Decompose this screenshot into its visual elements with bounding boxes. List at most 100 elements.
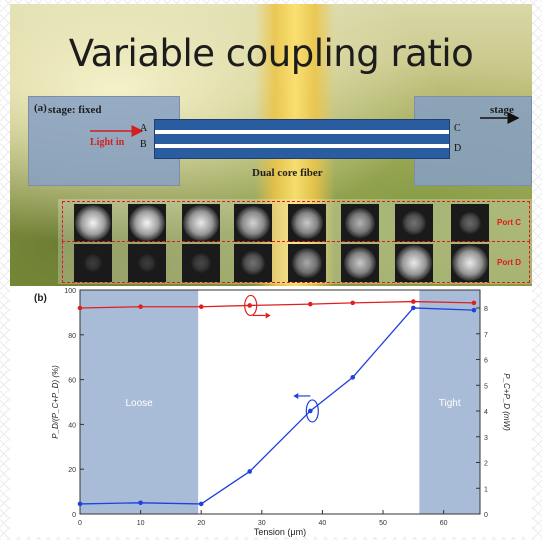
light-spot bbox=[241, 251, 265, 275]
series-line-1 bbox=[79, 300, 474, 309]
series-2-point bbox=[138, 500, 143, 506]
panel-a-label: (a) bbox=[34, 102, 47, 114]
port-c-spot-image bbox=[341, 204, 379, 242]
port-d-spot-image bbox=[234, 244, 272, 282]
dual-core-fiber bbox=[154, 119, 450, 159]
right-axis-indicator-ellipse bbox=[244, 294, 258, 317]
left-axis-indicator-arrowhead bbox=[293, 392, 299, 399]
light-spot bbox=[128, 204, 166, 242]
fiber-core-b bbox=[155, 144, 449, 148]
port-d-spot-image bbox=[341, 244, 379, 282]
light-spot bbox=[74, 204, 112, 242]
light-spot bbox=[236, 206, 270, 240]
series-1-point bbox=[308, 301, 313, 307]
x-tick-label: 10 bbox=[137, 520, 145, 527]
light-spot bbox=[292, 248, 322, 278]
y-left-tick-label: 0 bbox=[72, 512, 76, 519]
port-c-spot-image bbox=[234, 204, 272, 242]
port-d-spot-image bbox=[182, 244, 220, 282]
light-spot bbox=[344, 207, 376, 239]
panel-b-label: (b) bbox=[34, 293, 47, 304]
panel-a-arrows bbox=[90, 112, 520, 137]
y-left-tick-label: 20 bbox=[68, 467, 76, 474]
light-spot bbox=[290, 206, 324, 240]
y-right-tick-label: 4 bbox=[484, 409, 488, 416]
x-tick-label: 0 bbox=[78, 520, 82, 527]
series-2-point bbox=[77, 501, 83, 507]
slide-title: Variable coupling ratio bbox=[68, 32, 474, 75]
x-axis-label: Tension (μm) bbox=[254, 527, 306, 537]
port-c-spot-image bbox=[288, 204, 326, 242]
light-spot bbox=[343, 246, 377, 280]
region-loose bbox=[80, 290, 199, 514]
series-1-point bbox=[77, 305, 83, 311]
left-axis-indicator-ellipse bbox=[305, 399, 319, 423]
fiber-core-a bbox=[155, 130, 449, 134]
series-1-point bbox=[247, 303, 252, 308]
light-spot bbox=[452, 245, 488, 281]
y-right-tick-label: 0 bbox=[484, 512, 488, 519]
series-1-point bbox=[198, 304, 204, 310]
fiber-caption: Dual core fiber bbox=[252, 167, 323, 179]
light-spot bbox=[458, 211, 482, 235]
y-right-tick-label: 5 bbox=[484, 383, 488, 390]
x-tick-label: 50 bbox=[379, 520, 387, 527]
port-c-spot-image bbox=[451, 204, 489, 242]
y-right-tick-label: 1 bbox=[484, 486, 488, 493]
series-2-point bbox=[411, 305, 416, 311]
port-b-label: B bbox=[140, 139, 147, 150]
x-tick-label: 30 bbox=[258, 520, 266, 527]
y-right-tick-label: 2 bbox=[484, 461, 488, 468]
port-c-spot-image bbox=[128, 204, 166, 242]
port-d-spot-image bbox=[451, 244, 489, 282]
series-2-point bbox=[350, 375, 356, 380]
series-2-point bbox=[308, 408, 313, 414]
port-d-output-label: Port D bbox=[497, 258, 521, 267]
port-c-spot-image bbox=[182, 204, 220, 242]
port-c-box bbox=[62, 201, 530, 242]
port-d-box bbox=[62, 241, 530, 283]
port-c-label: C bbox=[454, 123, 461, 134]
y-left-tick-label: 60 bbox=[68, 378, 76, 385]
y-left-tick-label: 80 bbox=[68, 333, 76, 340]
y-right-tick-label: 6 bbox=[484, 358, 488, 365]
port-d-spot-image bbox=[288, 244, 326, 282]
x-tick-label: 40 bbox=[319, 520, 327, 527]
y-right-tick-label: 8 bbox=[484, 306, 488, 313]
right-axis-indicator-arrowhead bbox=[265, 312, 271, 319]
y-right-tick-label: 7 bbox=[484, 332, 488, 339]
series-1-point bbox=[138, 304, 143, 310]
series-1-point bbox=[471, 300, 477, 306]
y-left-tick-label: 100 bbox=[64, 288, 76, 295]
port-c-spot-image bbox=[74, 204, 112, 242]
port-d-spot-image bbox=[74, 244, 112, 282]
series-2-point bbox=[198, 501, 204, 507]
y-left-tick-label: 40 bbox=[68, 422, 76, 429]
coupling-ratio-chart: Loose Tight 0 10 20 30 40 50 60 0 20 40 60 80 100 0 1 2 3 4… bbox=[34, 288, 511, 537]
region-label: Loose bbox=[125, 398, 153, 409]
port-d-spot-image bbox=[395, 244, 433, 282]
y-right-tick-label: 3 bbox=[484, 435, 488, 442]
light-spot bbox=[396, 245, 432, 281]
y-left-axis-label: P_D/(P_C+P_D) (%) bbox=[51, 365, 60, 439]
port-c-spot-image bbox=[395, 204, 433, 242]
port-d-label: D bbox=[454, 143, 462, 154]
light-spot bbox=[183, 205, 219, 241]
slide: Variable coupling ratio (a) stage: fixed… bbox=[10, 4, 532, 537]
region-tight bbox=[419, 290, 480, 514]
light-spot bbox=[83, 253, 103, 273]
stage-fixed-label: stage: fixed bbox=[48, 104, 102, 116]
port-c-output-label: Port C bbox=[497, 218, 521, 227]
plot-frame bbox=[79, 289, 481, 515]
y-right-axis-label: P_C+P_D (mW) bbox=[502, 373, 511, 431]
light-spot bbox=[137, 253, 157, 273]
x-tick-label: 60 bbox=[440, 520, 448, 527]
series-line-2 bbox=[79, 307, 474, 505]
series-1-point bbox=[350, 300, 356, 306]
light-in-label: Light in bbox=[90, 137, 125, 148]
series-2-point bbox=[471, 307, 477, 313]
light-spot bbox=[402, 211, 426, 235]
series-1-point bbox=[411, 299, 416, 304]
region-label: Tight bbox=[439, 398, 461, 409]
series-2-point bbox=[247, 469, 252, 474]
